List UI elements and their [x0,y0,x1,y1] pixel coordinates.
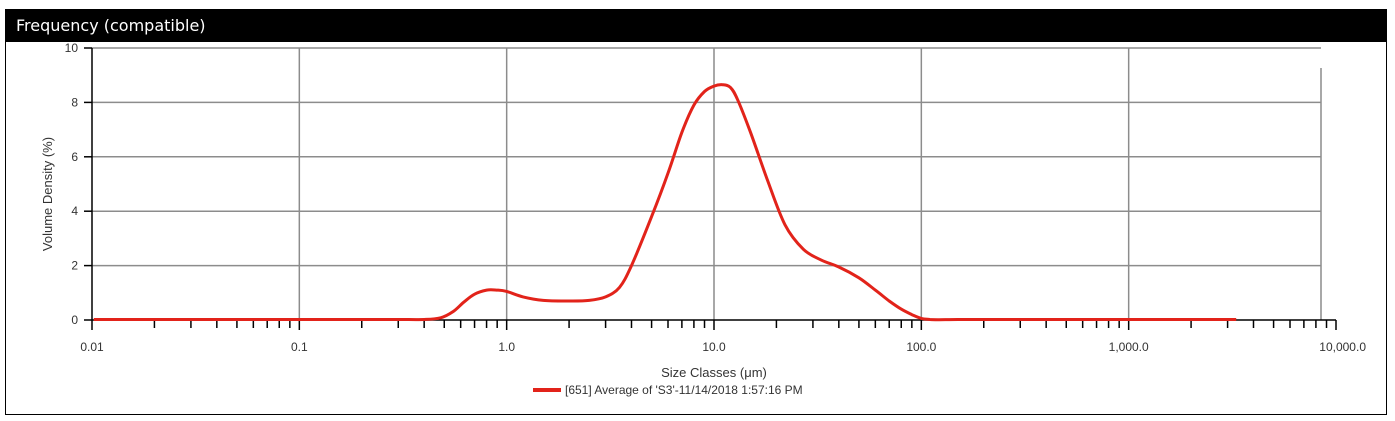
legend: [651] Average of 'S3'-11/14/2018 1:57:16… [533,383,803,397]
legend-label: [651] Average of 'S3'-11/14/2018 1:57:16… [565,383,803,397]
y-tick-label: 6 [71,150,78,164]
chart-panel: Frequency (compatible) [5,9,1387,415]
y-tick-label: 8 [71,95,78,109]
y-axis-title: Volume Density (%) [40,137,55,251]
y-tick-label: 4 [71,204,78,218]
x-axis-title: Size Classes (μm) [661,365,767,380]
panel-title: Frequency (compatible) [6,10,1386,42]
x-tick-label: 10.0 [702,340,726,354]
y-tick-label: 2 [71,259,78,273]
y-tick-label: 0 [71,313,78,327]
x-tick-label: 1.0 [498,340,515,354]
ticks: 0 2 4 6 8 10 0.01 0.1 1.0 10.0 100.0 1,000.0 10,000.… [65,41,1367,354]
series-layer [93,83,1237,322]
y-tick-label: 10 [65,41,79,55]
x-tick-label: 0.1 [291,340,308,354]
x-tick-label: 0.01 [80,340,104,354]
x-tick-label: 10,000.0 [1319,340,1366,354]
grid [92,47,1322,320]
x-tick-label: 1,000.0 [1109,340,1149,354]
x-tick-label: 100.0 [906,340,936,354]
series-line-0 [93,83,1237,322]
